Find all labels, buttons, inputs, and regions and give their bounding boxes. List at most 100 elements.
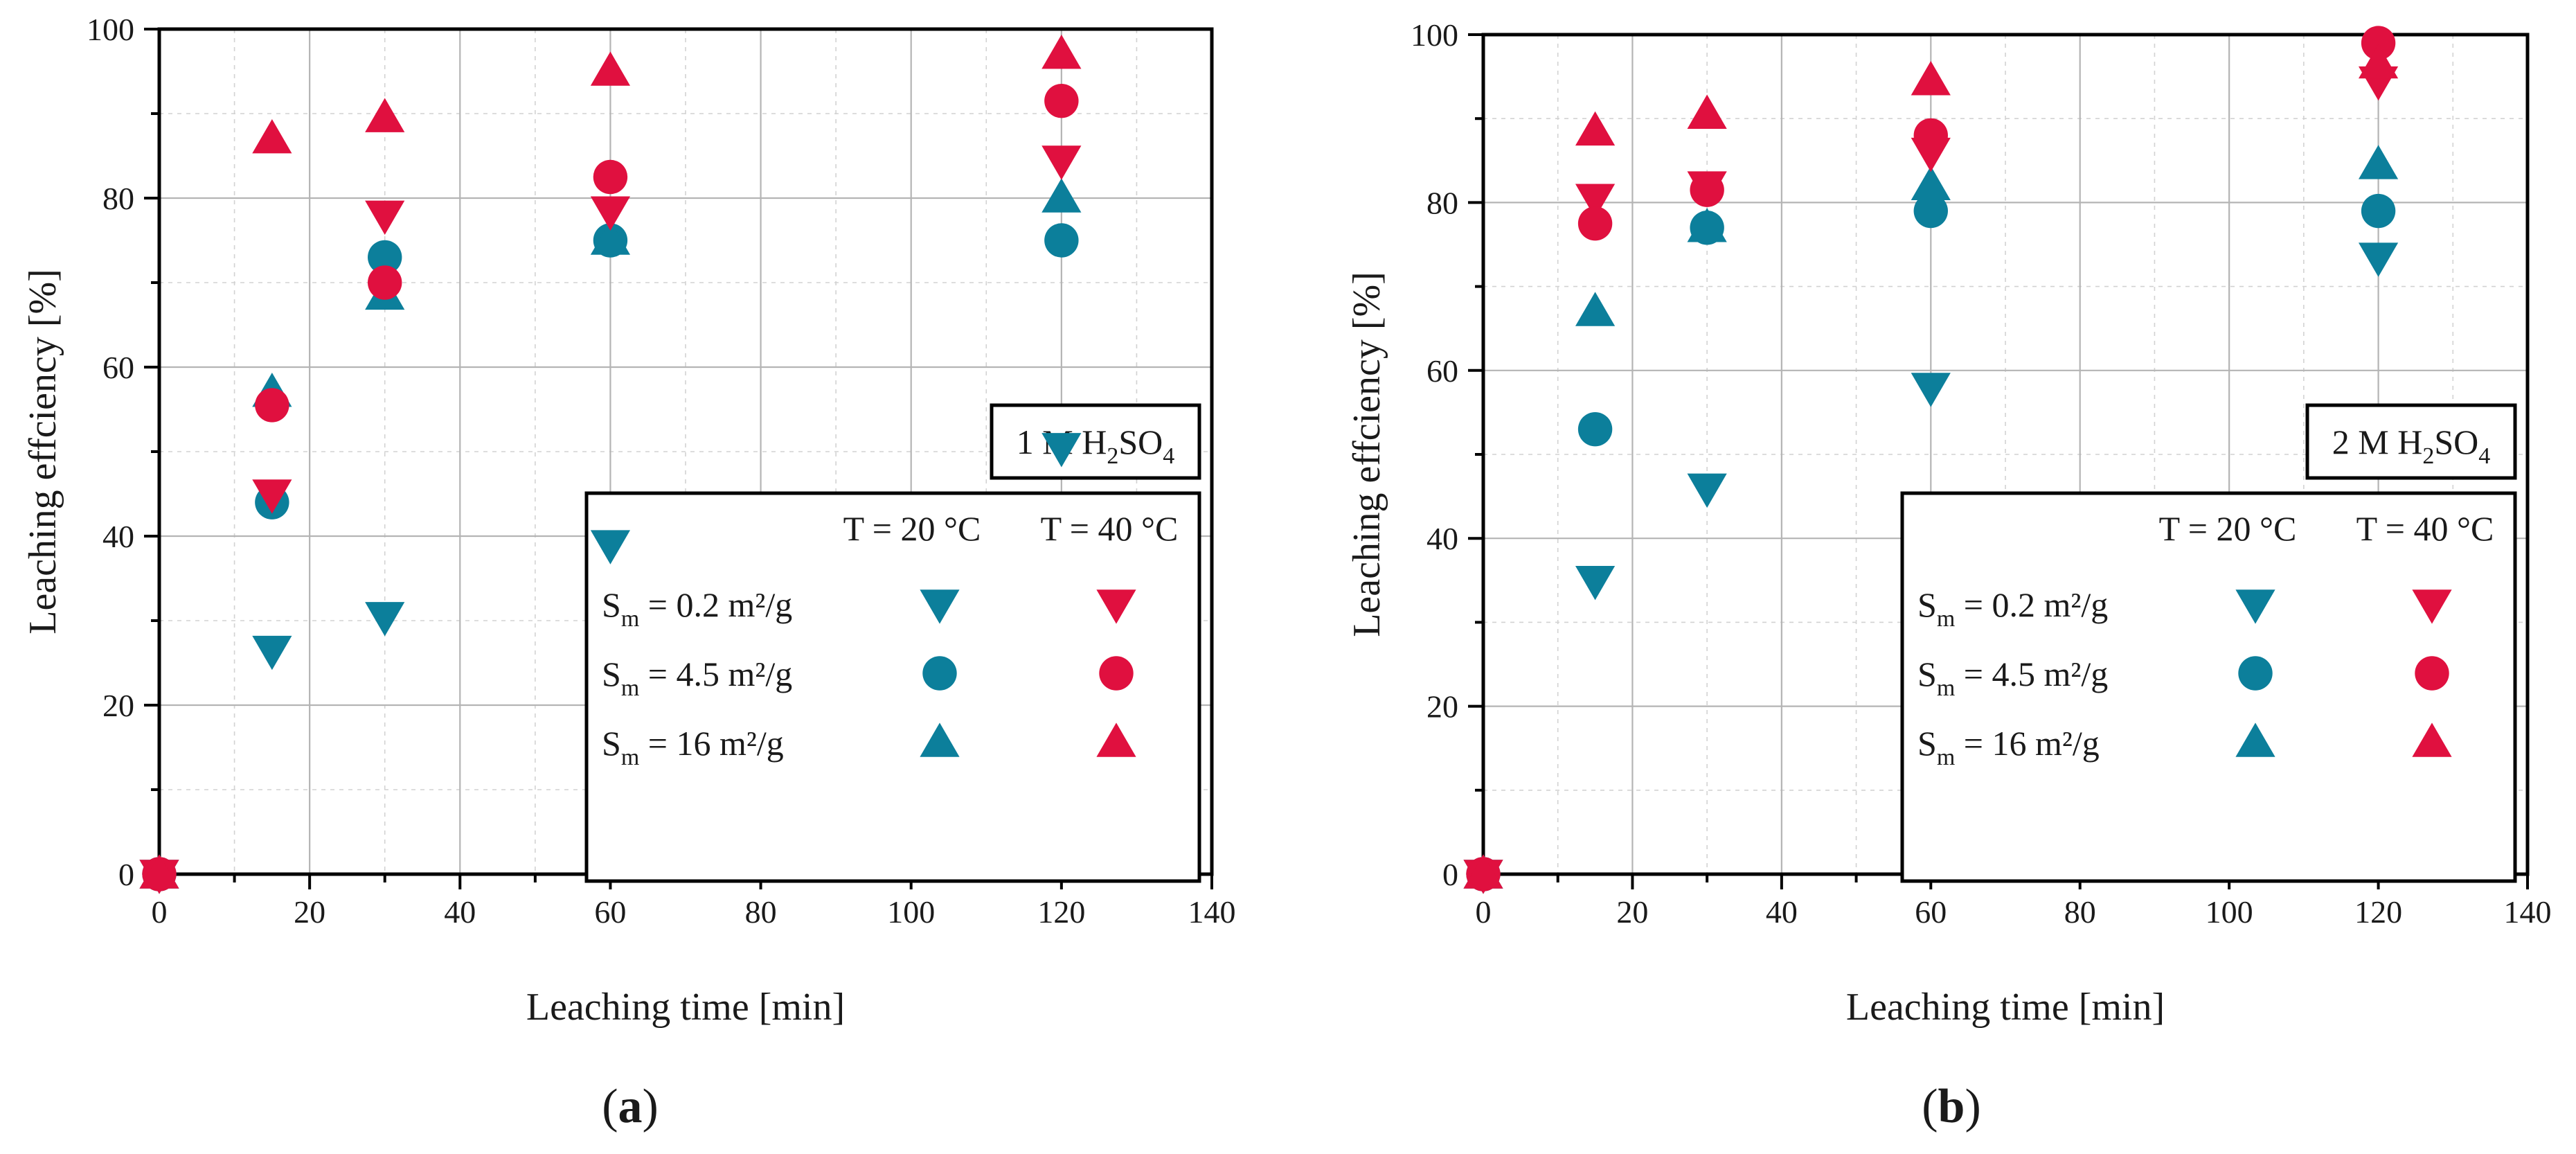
y-tick-label: 20 <box>1426 689 1458 725</box>
acid-label-sub2: 4 <box>2478 443 2490 469</box>
legend-row-label: Sm = 4.5 m²/g <box>602 655 792 701</box>
data-point <box>1575 566 1616 601</box>
legend-label-s: S <box>1917 585 1937 624</box>
legend-header-t20: T = 20 °C <box>843 509 981 548</box>
data-point <box>2358 44 2399 79</box>
x-tick-label: 120 <box>2354 894 2402 930</box>
data-point <box>2358 145 2399 179</box>
y-tick-label: 40 <box>102 519 134 554</box>
data-point <box>1690 172 1724 207</box>
legend-row-label: Sm = 16 m²/g <box>1917 724 2100 770</box>
acid-label-box <box>2305 403 2517 480</box>
data-point <box>1911 61 1951 96</box>
x-tick-label: 140 <box>2504 894 2552 930</box>
legend-header-t40: T = 40 °C <box>1041 509 1179 548</box>
panel-label-close: ) <box>1965 1080 1980 1133</box>
acid-label-mid: SO <box>1118 423 1163 461</box>
data-point <box>1041 35 1082 69</box>
legend-label-rest: = 16 m²/g <box>1955 724 2099 763</box>
legend-row-label: Sm = 4.5 m²/g <box>1917 655 2108 701</box>
y-tick-label: 80 <box>1426 185 1458 220</box>
data-point <box>590 51 631 86</box>
data-point <box>1687 473 1727 508</box>
data-point <box>368 240 402 275</box>
data-point <box>1913 193 1948 229</box>
data-point <box>1687 208 1727 242</box>
legend-header-t20: T = 20 °C <box>2159 509 2297 548</box>
data-point <box>2361 193 2396 229</box>
legend-box <box>584 491 1201 883</box>
x-tick-label: 60 <box>1915 894 1947 930</box>
data-point <box>1041 145 1082 180</box>
data-point <box>365 602 405 637</box>
y-tick-label: 100 <box>87 12 134 47</box>
x-tick-label: 100 <box>887 894 935 930</box>
data-point <box>590 196 631 231</box>
data-point <box>1577 411 1613 447</box>
legend-marker-t40 <box>1096 589 1136 624</box>
x-tick-label: 0 <box>152 894 168 930</box>
panel-label-a: (a) <box>602 1080 659 1133</box>
legend-label-rest: = 4.5 m²/g <box>639 655 792 693</box>
legend-marker-t20 <box>2238 656 2273 691</box>
acid-label-sub1: 2 <box>1107 443 1118 469</box>
data-point <box>139 854 179 889</box>
x-tick-label: 40 <box>1766 894 1798 930</box>
series-5 <box>139 35 1082 889</box>
panel-label-letter: a <box>618 1080 643 1133</box>
legend-label-s: S <box>1917 655 1937 693</box>
y-tick-label: 20 <box>102 688 134 723</box>
panel-label-close: ) <box>643 1080 659 1133</box>
data-point <box>593 159 628 195</box>
data-point <box>252 635 292 671</box>
legend-label-rest: = 0.2 m²/g <box>1955 585 2108 624</box>
x-axis-title: Leaching time [min] <box>1846 986 2165 1029</box>
acid-label: 2 M H2SO4 <box>2332 423 2491 469</box>
legend-box <box>1900 491 2517 883</box>
legend-label-rest: = 4.5 m²/g <box>1955 655 2108 693</box>
acid-label-pre: 2 M H <box>2332 423 2423 461</box>
legend-marker-t20 <box>2235 589 2275 624</box>
legend-marker-t40 <box>1096 722 1136 757</box>
x-tick-label: 100 <box>2206 894 2253 930</box>
legend-row-label: Sm = 16 m²/g <box>602 724 784 770</box>
data-point <box>1575 111 1616 146</box>
data-point <box>1575 292 1616 326</box>
panel-label-b: (b) <box>1922 1080 1981 1133</box>
data-point <box>1463 854 1503 889</box>
legend-marker-t20 <box>2235 722 2275 757</box>
data-point <box>1911 373 1951 407</box>
chart-panel-b: 0 20 40 60 80 100 120 140 0 20 40 60 80 100 Leaching t… <box>1345 17 2552 1029</box>
x-tick-label: 20 <box>1616 894 1648 930</box>
y-tick-label: 0 <box>1442 857 1458 892</box>
data-point <box>1687 94 1727 129</box>
legend-label-sub: m <box>621 606 639 632</box>
x-tick-label: 0 <box>1476 894 1492 930</box>
legend-row-label: Sm = 0.2 m²/g <box>602 585 792 632</box>
x-tick-label: 60 <box>594 894 626 930</box>
y-tick-label: 40 <box>1426 521 1458 556</box>
legend-label-sub: m <box>1937 675 1955 701</box>
acid-label-mid: SO <box>2434 423 2478 461</box>
legend-label-sub: m <box>1937 606 1955 632</box>
data-point <box>2358 242 2399 277</box>
legend-label-sub: m <box>1937 745 1955 770</box>
data-point <box>590 220 631 255</box>
legend-row-label: Sm = 0.2 m²/g <box>1917 585 2108 632</box>
legend-label-s: S <box>602 724 621 763</box>
legend-header-t40: T = 40 °C <box>2356 509 2494 548</box>
data-point <box>252 119 292 154</box>
legend-label-s: S <box>602 655 621 693</box>
acid-label-sub2: 4 <box>1163 443 1174 469</box>
series-5 <box>1463 44 2399 889</box>
x-tick-label: 80 <box>2064 894 2096 930</box>
acid-label-sub1: 2 <box>2422 443 2434 469</box>
x-tick-label: 80 <box>745 894 777 930</box>
x-tick-label: 140 <box>1188 894 1236 930</box>
y-tick-label: 60 <box>102 350 134 385</box>
data-point <box>1577 206 1613 241</box>
data-point <box>365 200 405 235</box>
legend-marker-t20 <box>920 722 960 757</box>
data-point <box>1044 223 1079 258</box>
x-tick-label: 120 <box>1037 894 1085 930</box>
